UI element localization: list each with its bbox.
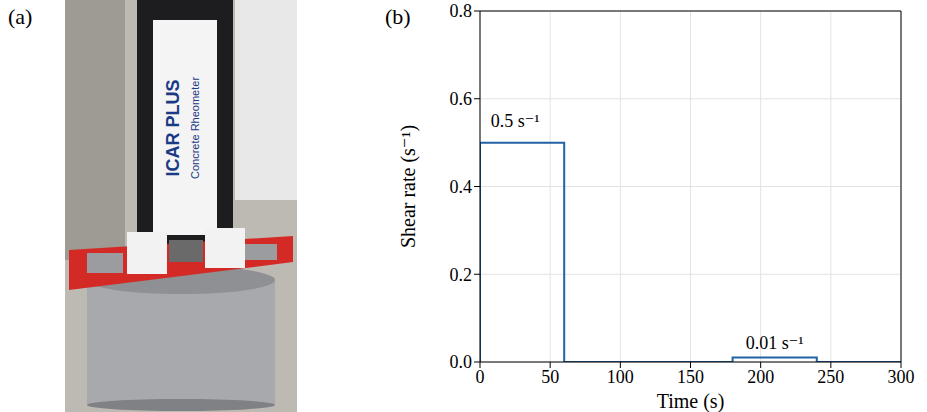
html-text:(a): (a)	[8, 4, 33, 29]
svg-text:ICAR PLUS: ICAR PLUS	[163, 79, 183, 176]
svg-text:250: 250	[817, 367, 844, 387]
svg-text:0.01 s⁻¹: 0.01 s⁻¹	[746, 333, 804, 353]
svg-text:300: 300	[888, 367, 915, 387]
svg-text:Shear rate (s⁻¹): Shear rate (s⁻¹)	[397, 125, 420, 248]
svg-text:0.8: 0.8	[450, 1, 473, 21]
svg-text:100: 100	[607, 367, 634, 387]
svg-text:0.5 s⁻¹: 0.5 s⁻¹	[491, 111, 540, 131]
html-text:(b): (b)	[385, 4, 411, 29]
svg-text:200: 200	[747, 367, 774, 387]
svg-text:Concrete Rheometer: Concrete Rheometer	[189, 77, 201, 179]
svg-text:50: 50	[541, 367, 559, 387]
svg-text:Time (s): Time (s)	[657, 390, 725, 412]
svg-text:0.6: 0.6	[450, 89, 473, 109]
svg-text:0.2: 0.2	[450, 265, 473, 285]
svg-text:0.0: 0.0	[450, 352, 473, 372]
svg-text:0: 0	[476, 367, 485, 387]
svg-text:150: 150	[677, 367, 704, 387]
svg-text:0.4: 0.4	[450, 177, 473, 197]
